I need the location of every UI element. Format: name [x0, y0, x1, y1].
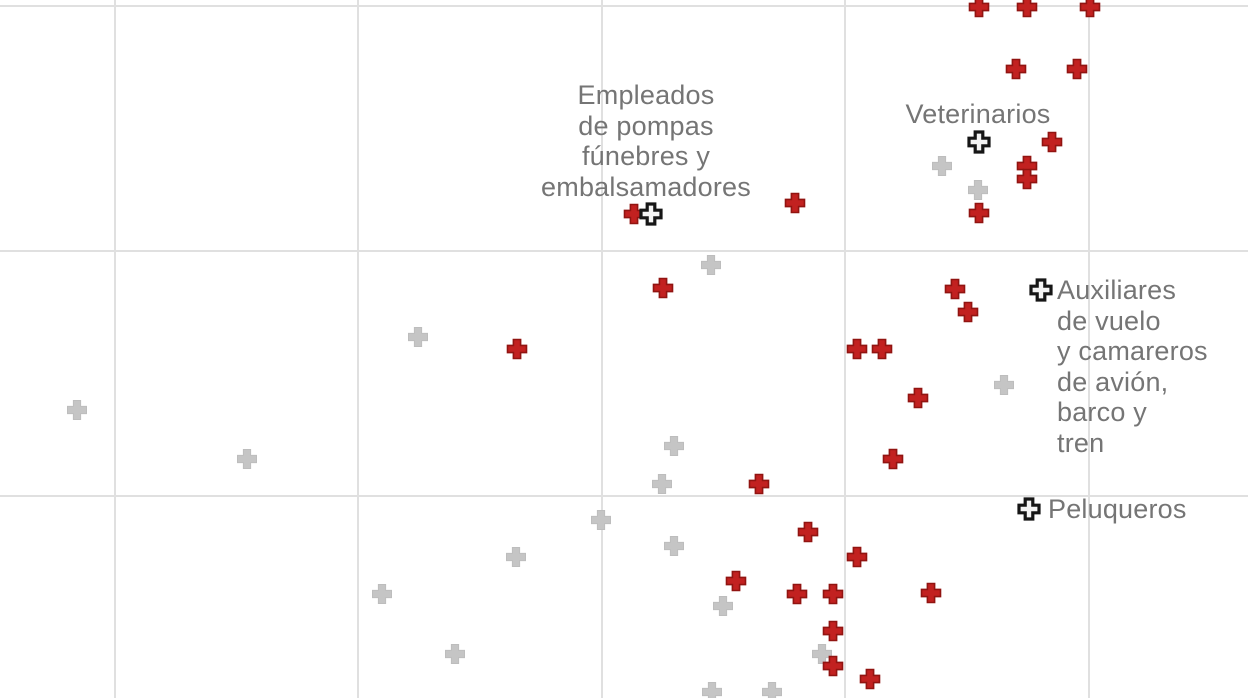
- data-point-cross-gray: [652, 474, 672, 494]
- data-point-cross-red: [822, 583, 844, 605]
- data-point-cross-red: [907, 387, 929, 409]
- annotation-line: de pompas: [578, 110, 714, 141]
- data-point-cross-gray: [968, 180, 988, 200]
- annotation-line: Auxiliares: [1057, 275, 1177, 305]
- data-point-cross-red: [920, 582, 942, 604]
- data-point-cross-gray: [445, 644, 465, 664]
- annotation-line: de vuelo: [1057, 305, 1161, 336]
- data-point-cross-highlighted: [639, 202, 663, 226]
- data-point-cross-gray: [237, 449, 257, 469]
- annotation-line: Empleados: [577, 80, 715, 110]
- data-point-cross-red: [822, 655, 844, 677]
- data-point-cross-red: [1005, 58, 1027, 80]
- data-point-cross-gray: [702, 682, 722, 698]
- annotation-line: Peluqueros: [1048, 494, 1187, 524]
- data-point-cross-red: [1066, 58, 1088, 80]
- annotation-line: y camareros: [1057, 336, 1208, 366]
- data-point-cross-red: [1041, 131, 1063, 153]
- data-point-cross-gray: [762, 682, 782, 698]
- annotation-line: de avión,: [1057, 366, 1169, 397]
- data-point-cross-red: [623, 203, 645, 225]
- data-point-cross-red: [968, 0, 990, 18]
- data-point-cross-gray: [932, 156, 952, 176]
- annotation-line: embalsamadores: [541, 171, 751, 202]
- data-point-cross-gray: [591, 510, 611, 530]
- data-point-cross-red: [822, 620, 844, 642]
- data-point-cross-red: [846, 546, 868, 568]
- data-point-cross-highlighted: [967, 130, 991, 154]
- annotation-auxiliares-label: Auxiliares de vuelo y camareros de avión…: [1057, 275, 1208, 458]
- data-point-cross-red: [968, 202, 990, 224]
- annotation-line: tren: [1057, 427, 1105, 458]
- data-point-cross-highlighted: [1017, 497, 1041, 521]
- data-point-cross-red: [957, 301, 979, 323]
- data-point-cross-red: [784, 192, 806, 214]
- data-point-cross-highlighted: [1029, 278, 1053, 302]
- data-point-cross-red: [882, 448, 904, 470]
- data-point-cross-red: [846, 338, 868, 360]
- data-point-cross-gray: [664, 436, 684, 456]
- data-point-cross-red: [1079, 0, 1101, 18]
- data-point-cross-red: [748, 473, 770, 495]
- data-point-cross-gray: [67, 400, 87, 420]
- data-point-cross-red: [725, 570, 747, 592]
- annotation-line: Veterinarios: [905, 99, 1051, 129]
- data-point-cross-red: [786, 583, 808, 605]
- annotation-peluqueros-label: Peluqueros: [1048, 494, 1187, 525]
- data-point-cross-red: [1016, 168, 1038, 190]
- data-point-cross-gray: [994, 375, 1014, 395]
- data-point-cross-gray: [506, 547, 526, 567]
- data-point-cross-red: [797, 521, 819, 543]
- annotation-empleados-label: Empleados de pompas fúnebres y embalsama…: [541, 80, 751, 202]
- data-point-cross-red: [871, 338, 893, 360]
- data-point-cross-red: [859, 668, 881, 690]
- data-point-cross-red: [506, 338, 528, 360]
- data-point-cross-red: [652, 277, 674, 299]
- annotation-line: barco y: [1057, 397, 1147, 427]
- data-point-cross-gray: [713, 596, 733, 616]
- data-point-cross-gray: [408, 327, 428, 347]
- data-point-cross-gray: [664, 536, 684, 556]
- annotation-veterinarios-label: Veterinarios: [906, 99, 1051, 130]
- data-point-cross-red: [1016, 0, 1038, 18]
- data-point-cross-gray: [372, 584, 392, 604]
- data-point-cross-gray: [701, 255, 721, 275]
- data-point-cross-red: [944, 278, 966, 300]
- annotation-line: fúnebres y: [581, 141, 711, 171]
